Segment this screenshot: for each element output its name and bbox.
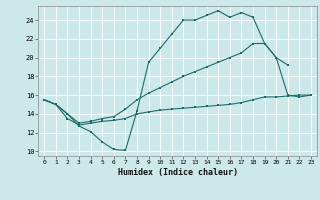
X-axis label: Humidex (Indice chaleur): Humidex (Indice chaleur) bbox=[118, 168, 238, 177]
